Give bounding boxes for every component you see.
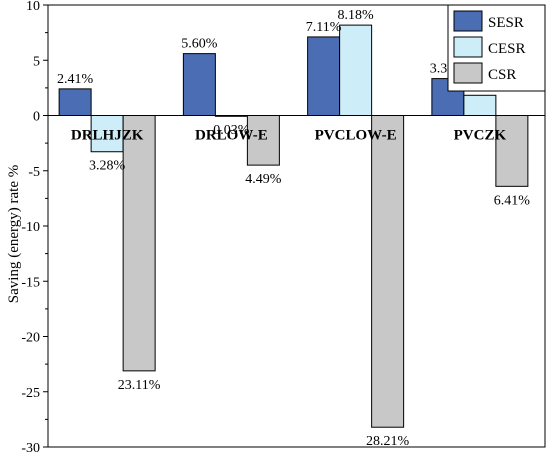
bar-csr-pvczk bbox=[495, 115, 529, 187]
data-label: 5.60% bbox=[181, 37, 218, 52]
bar-csr-drlow-e bbox=[246, 115, 280, 166]
data-label: 7.11% bbox=[306, 20, 342, 35]
data-label: 0.03% bbox=[213, 123, 250, 138]
y-tick-label: -20 bbox=[21, 331, 40, 346]
category-label: PVCLOW-E bbox=[315, 128, 397, 144]
y-tick-label: 10 bbox=[26, 0, 40, 14]
y-tick-label: -5 bbox=[28, 165, 40, 180]
y-tick-label: -15 bbox=[21, 275, 40, 290]
data-label: 6.41% bbox=[494, 193, 531, 208]
legend-swatch-cesr bbox=[453, 36, 483, 58]
data-label: 4.49% bbox=[245, 172, 282, 187]
data-label: 28.21% bbox=[366, 434, 410, 449]
y-axis-title: Saving (energy) rate % bbox=[6, 165, 22, 303]
legend-label: SESR bbox=[488, 15, 524, 31]
y-tick-label: 5 bbox=[33, 54, 40, 69]
data-label: 3.28% bbox=[89, 159, 126, 174]
legend-label: CSR bbox=[488, 67, 516, 83]
bar-sesr-drlhjzk bbox=[58, 88, 92, 116]
data-labels: 2.41% 3.28% 23.11% DRLHJZK 5.60% 0.03% 4.49% DR… bbox=[57, 8, 530, 449]
y-tick-label: -10 bbox=[21, 220, 40, 235]
y-tick-label: -30 bbox=[21, 441, 40, 456]
data-label: 2.41% bbox=[57, 72, 94, 87]
category-label: PVCZK bbox=[454, 128, 507, 144]
category-label: DRLOW-E bbox=[195, 128, 268, 144]
data-label: 23.11% bbox=[118, 378, 161, 393]
bar-cesr-drlow-e bbox=[214, 115, 248, 117]
bar-sesr-pvclow-e bbox=[307, 36, 341, 116]
bar-cesr-pvclow-e bbox=[339, 24, 373, 116]
category-label: DRLHJZK bbox=[71, 128, 144, 144]
y-tick-label: -25 bbox=[21, 386, 40, 401]
data-label: 8.18% bbox=[338, 8, 375, 23]
bar-cesr-drlhjzk bbox=[90, 115, 124, 153]
y-tick-label: 0 bbox=[33, 110, 40, 125]
legend-label: CESR bbox=[488, 41, 526, 57]
legend-swatch-sesr bbox=[453, 10, 483, 32]
bar-csr-pvclow-e bbox=[371, 115, 405, 428]
bar-cesr-pvczk bbox=[463, 94, 497, 117]
bars bbox=[58, 24, 529, 428]
legend: SESR CESR CSR bbox=[447, 4, 546, 92]
bar-csr-drlhjzk bbox=[122, 115, 156, 372]
legend-swatch-csr bbox=[453, 62, 483, 84]
bar-sesr-drlow-e bbox=[182, 53, 216, 116]
